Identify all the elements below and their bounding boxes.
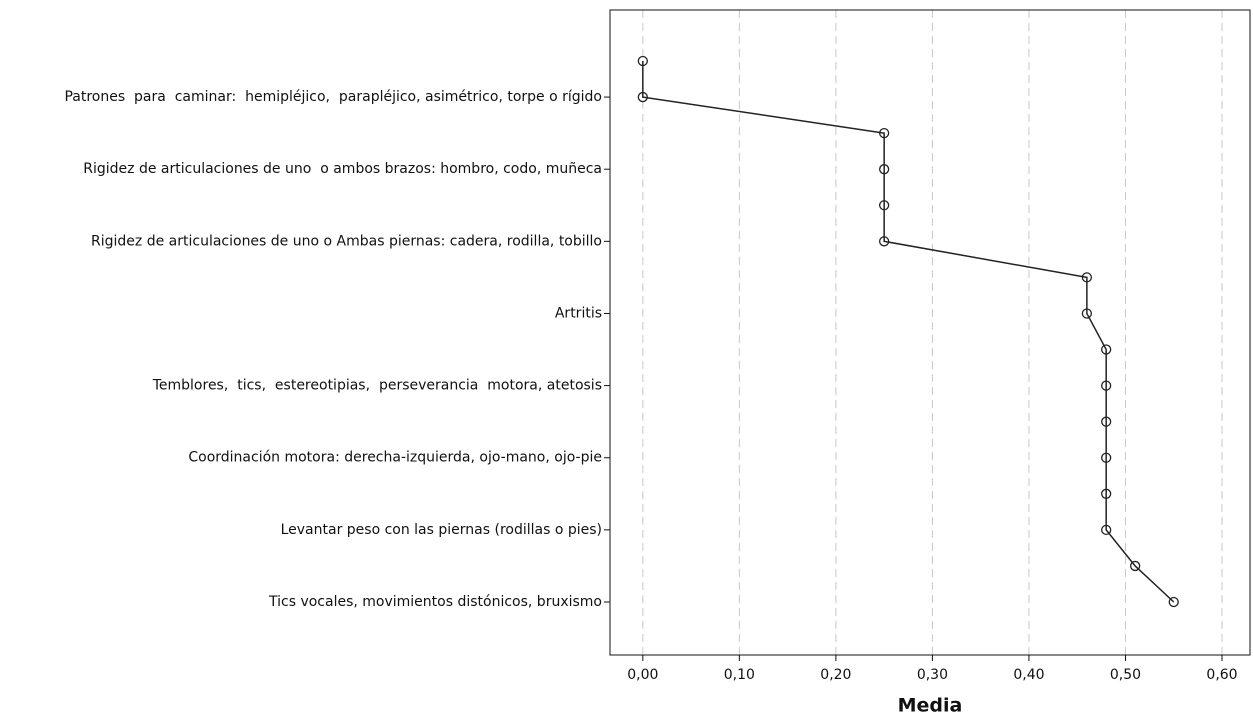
point: [1101, 416, 1112, 427]
point: [1101, 488, 1112, 499]
point: [1129, 560, 1141, 572]
point: [1101, 380, 1112, 391]
x-tick-label: 0,20: [820, 667, 851, 683]
point: [1101, 344, 1112, 355]
point: [637, 55, 648, 67]
y-tick-label: Artritis: [555, 305, 602, 321]
x-axis-title: Media: [898, 695, 963, 716]
x-tick-label: 0,60: [1206, 667, 1237, 683]
x-tick-label: 0,40: [1013, 667, 1044, 683]
point: [878, 164, 890, 175]
x-tick-label: 0,00: [627, 667, 658, 683]
y-tick-label: Temblores, tics, estereotipias, persever…: [152, 378, 602, 394]
x-tick-label: 0,10: [724, 667, 755, 683]
point: [878, 127, 890, 139]
point: [637, 91, 648, 103]
point: [1168, 596, 1179, 608]
y-tick-label: Tics vocales, movimientos distónicos, br…: [268, 594, 602, 610]
point: [1101, 452, 1112, 463]
point: [878, 200, 890, 211]
y-tick-label: Patrones para caminar: hemipléjico, para…: [64, 89, 602, 105]
point: [878, 236, 890, 247]
y-tick-label: Levantar peso con las piernas (rodillas …: [281, 522, 602, 538]
y-tick-label: Rigidez de articulaciones de uno o ambos…: [83, 161, 602, 177]
x-tick-label: 0,50: [1110, 667, 1141, 683]
point: [1081, 272, 1093, 283]
y-tick-label: Coordinación motora: derecha-izquierda, …: [188, 450, 602, 466]
point: [1081, 308, 1093, 319]
line: [642, 61, 1175, 603]
y-tick-label: Rigidez de articulaciones de uno o Ambas…: [91, 233, 602, 249]
point: [1101, 524, 1112, 536]
x-tick-label: 0,30: [917, 667, 948, 683]
plot-frame: [609, 9, 1251, 656]
